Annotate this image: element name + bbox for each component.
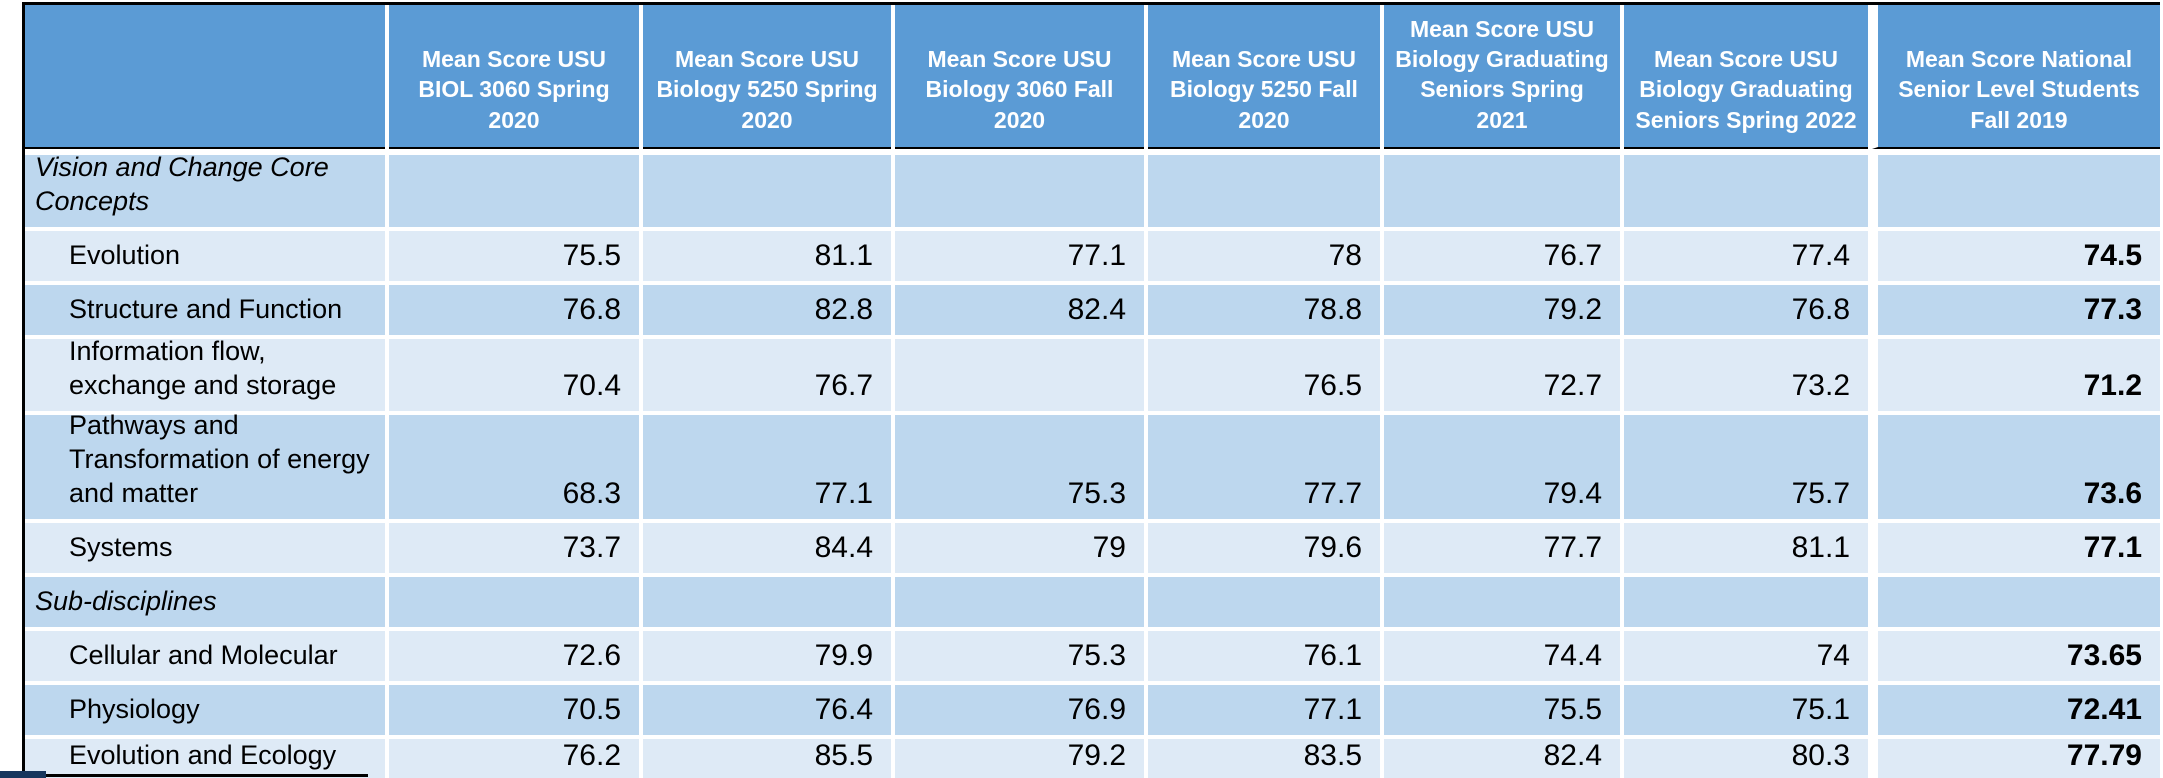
score-cell: 76.9 <box>895 685 1144 735</box>
score-cell: 79.4 <box>1384 415 1620 519</box>
score-cell: 70.4 <box>389 339 639 411</box>
score-cell: 77.7 <box>1148 415 1380 519</box>
score-cell <box>389 577 639 627</box>
score-cell: 76.7 <box>643 339 891 411</box>
score-cell <box>389 155 639 227</box>
score-cell: 70.5 <box>389 685 639 735</box>
score-cell: 80.3 <box>1624 739 1868 778</box>
score-cell: 75.3 <box>895 631 1144 681</box>
header-cell: Mean Score USU Biology 3060 Fall 2020 <box>895 5 1144 149</box>
score-cell <box>1872 155 2160 227</box>
score-cell <box>1624 577 1868 627</box>
score-cell: 83.5 <box>1148 739 1380 778</box>
score-cell <box>1624 155 1868 227</box>
score-cell <box>643 577 891 627</box>
section-label-cell: Vision and Change Core Concepts <box>25 152 385 227</box>
header-cell: Mean Score National Senior Level Student… <box>1872 5 2160 149</box>
row-label-cell: Systems <box>25 523 385 573</box>
score-cell <box>1384 577 1620 627</box>
table-bottom-border-fragment <box>22 774 368 777</box>
score-cell <box>895 339 1144 411</box>
row-label-cell: Physiology <box>25 685 385 735</box>
score-cell: 72.41 <box>1872 685 2160 735</box>
score-cell: 81.1 <box>1624 523 1868 573</box>
score-cell <box>895 577 1144 627</box>
score-cell <box>895 155 1144 227</box>
score-cell: 76.8 <box>1624 285 1868 335</box>
score-cell: 73.65 <box>1872 631 2160 681</box>
score-cell: 74.5 <box>1872 231 2160 281</box>
score-cell: 78.8 <box>1148 285 1380 335</box>
score-cell: 76.8 <box>389 285 639 335</box>
score-cell: 82.4 <box>1384 739 1620 778</box>
score-cell <box>1148 577 1380 627</box>
score-cell: 75.5 <box>1384 685 1620 735</box>
score-cell: 77.7 <box>1384 523 1620 573</box>
score-cell: 77.4 <box>1624 231 1868 281</box>
score-cell: 85.5 <box>643 739 891 778</box>
score-cell: 79.2 <box>895 739 1144 778</box>
score-cell: 77.1 <box>643 415 891 519</box>
section-label-cell: Sub-disciplines <box>25 577 385 627</box>
score-cell: 73.6 <box>1872 415 2160 519</box>
score-cell: 84.4 <box>643 523 891 573</box>
score-cell: 73.7 <box>389 523 639 573</box>
score-cell: 77.1 <box>1148 685 1380 735</box>
score-cell: 68.3 <box>389 415 639 519</box>
header-cell: Mean Score USU BIOL 3060 Spring 2020 <box>389 5 639 149</box>
score-cell: 75.1 <box>1624 685 1868 735</box>
score-cell: 81.1 <box>643 231 891 281</box>
cropped-bottom-left-artifact <box>0 771 46 778</box>
score-cell <box>1384 155 1620 227</box>
score-cell: 78 <box>1148 231 1380 281</box>
row-label-cell: Evolution and Ecology <box>25 739 385 778</box>
score-cell: 82.4 <box>895 285 1144 335</box>
score-cell: 79.2 <box>1384 285 1620 335</box>
header-cell-empty <box>25 5 385 149</box>
header-cell: Mean Score USU Biology 5250 Spring 2020 <box>643 5 891 149</box>
score-cell: 74 <box>1624 631 1868 681</box>
score-cell: 79 <box>895 523 1144 573</box>
score-cell: 77.79 <box>1872 739 2160 778</box>
score-cell: 77.1 <box>1872 523 2160 573</box>
score-cell: 75.3 <box>895 415 1144 519</box>
score-cell <box>1872 577 2160 627</box>
header-cell: Mean Score USU Biology Graduating Senior… <box>1384 5 1620 149</box>
score-cell: 79.6 <box>1148 523 1380 573</box>
row-label-cell: Structure and Function <box>25 285 385 335</box>
score-cell: 74.4 <box>1384 631 1620 681</box>
score-cell: 77.3 <box>1872 285 2160 335</box>
row-label-cell: Cellular and Molecular <box>25 631 385 681</box>
row-label-cell: Evolution <box>25 231 385 281</box>
score-cell: 79.9 <box>643 631 891 681</box>
score-cell: 75.7 <box>1624 415 1868 519</box>
score-cell: 72.6 <box>389 631 639 681</box>
header-cell: Mean Score USU Biology Graduating Senior… <box>1624 5 1868 149</box>
score-cell: 73.2 <box>1624 339 1868 411</box>
score-cell: 82.8 <box>643 285 891 335</box>
score-cell: 76.4 <box>643 685 891 735</box>
score-cell <box>1148 155 1380 227</box>
row-label-cell: Information flow, exchange and storage <box>25 336 385 411</box>
assessment-score-table: Mean Score USU BIOL 3060 Spring 2020 Mean… <box>22 2 2160 778</box>
score-cell: 72.7 <box>1384 339 1620 411</box>
row-label-cell: Pathways and Transformation of energy an… <box>25 410 385 519</box>
score-cell: 76.2 <box>389 739 639 778</box>
score-cell: 76.5 <box>1148 339 1380 411</box>
score-cell <box>643 155 891 227</box>
score-cell: 71.2 <box>1872 339 2160 411</box>
header-cell: Mean Score USU Biology 5250 Fall 2020 <box>1148 5 1380 149</box>
score-cell: 75.5 <box>389 231 639 281</box>
score-cell: 76.7 <box>1384 231 1620 281</box>
score-cell: 76.1 <box>1148 631 1380 681</box>
score-cell: 77.1 <box>895 231 1144 281</box>
